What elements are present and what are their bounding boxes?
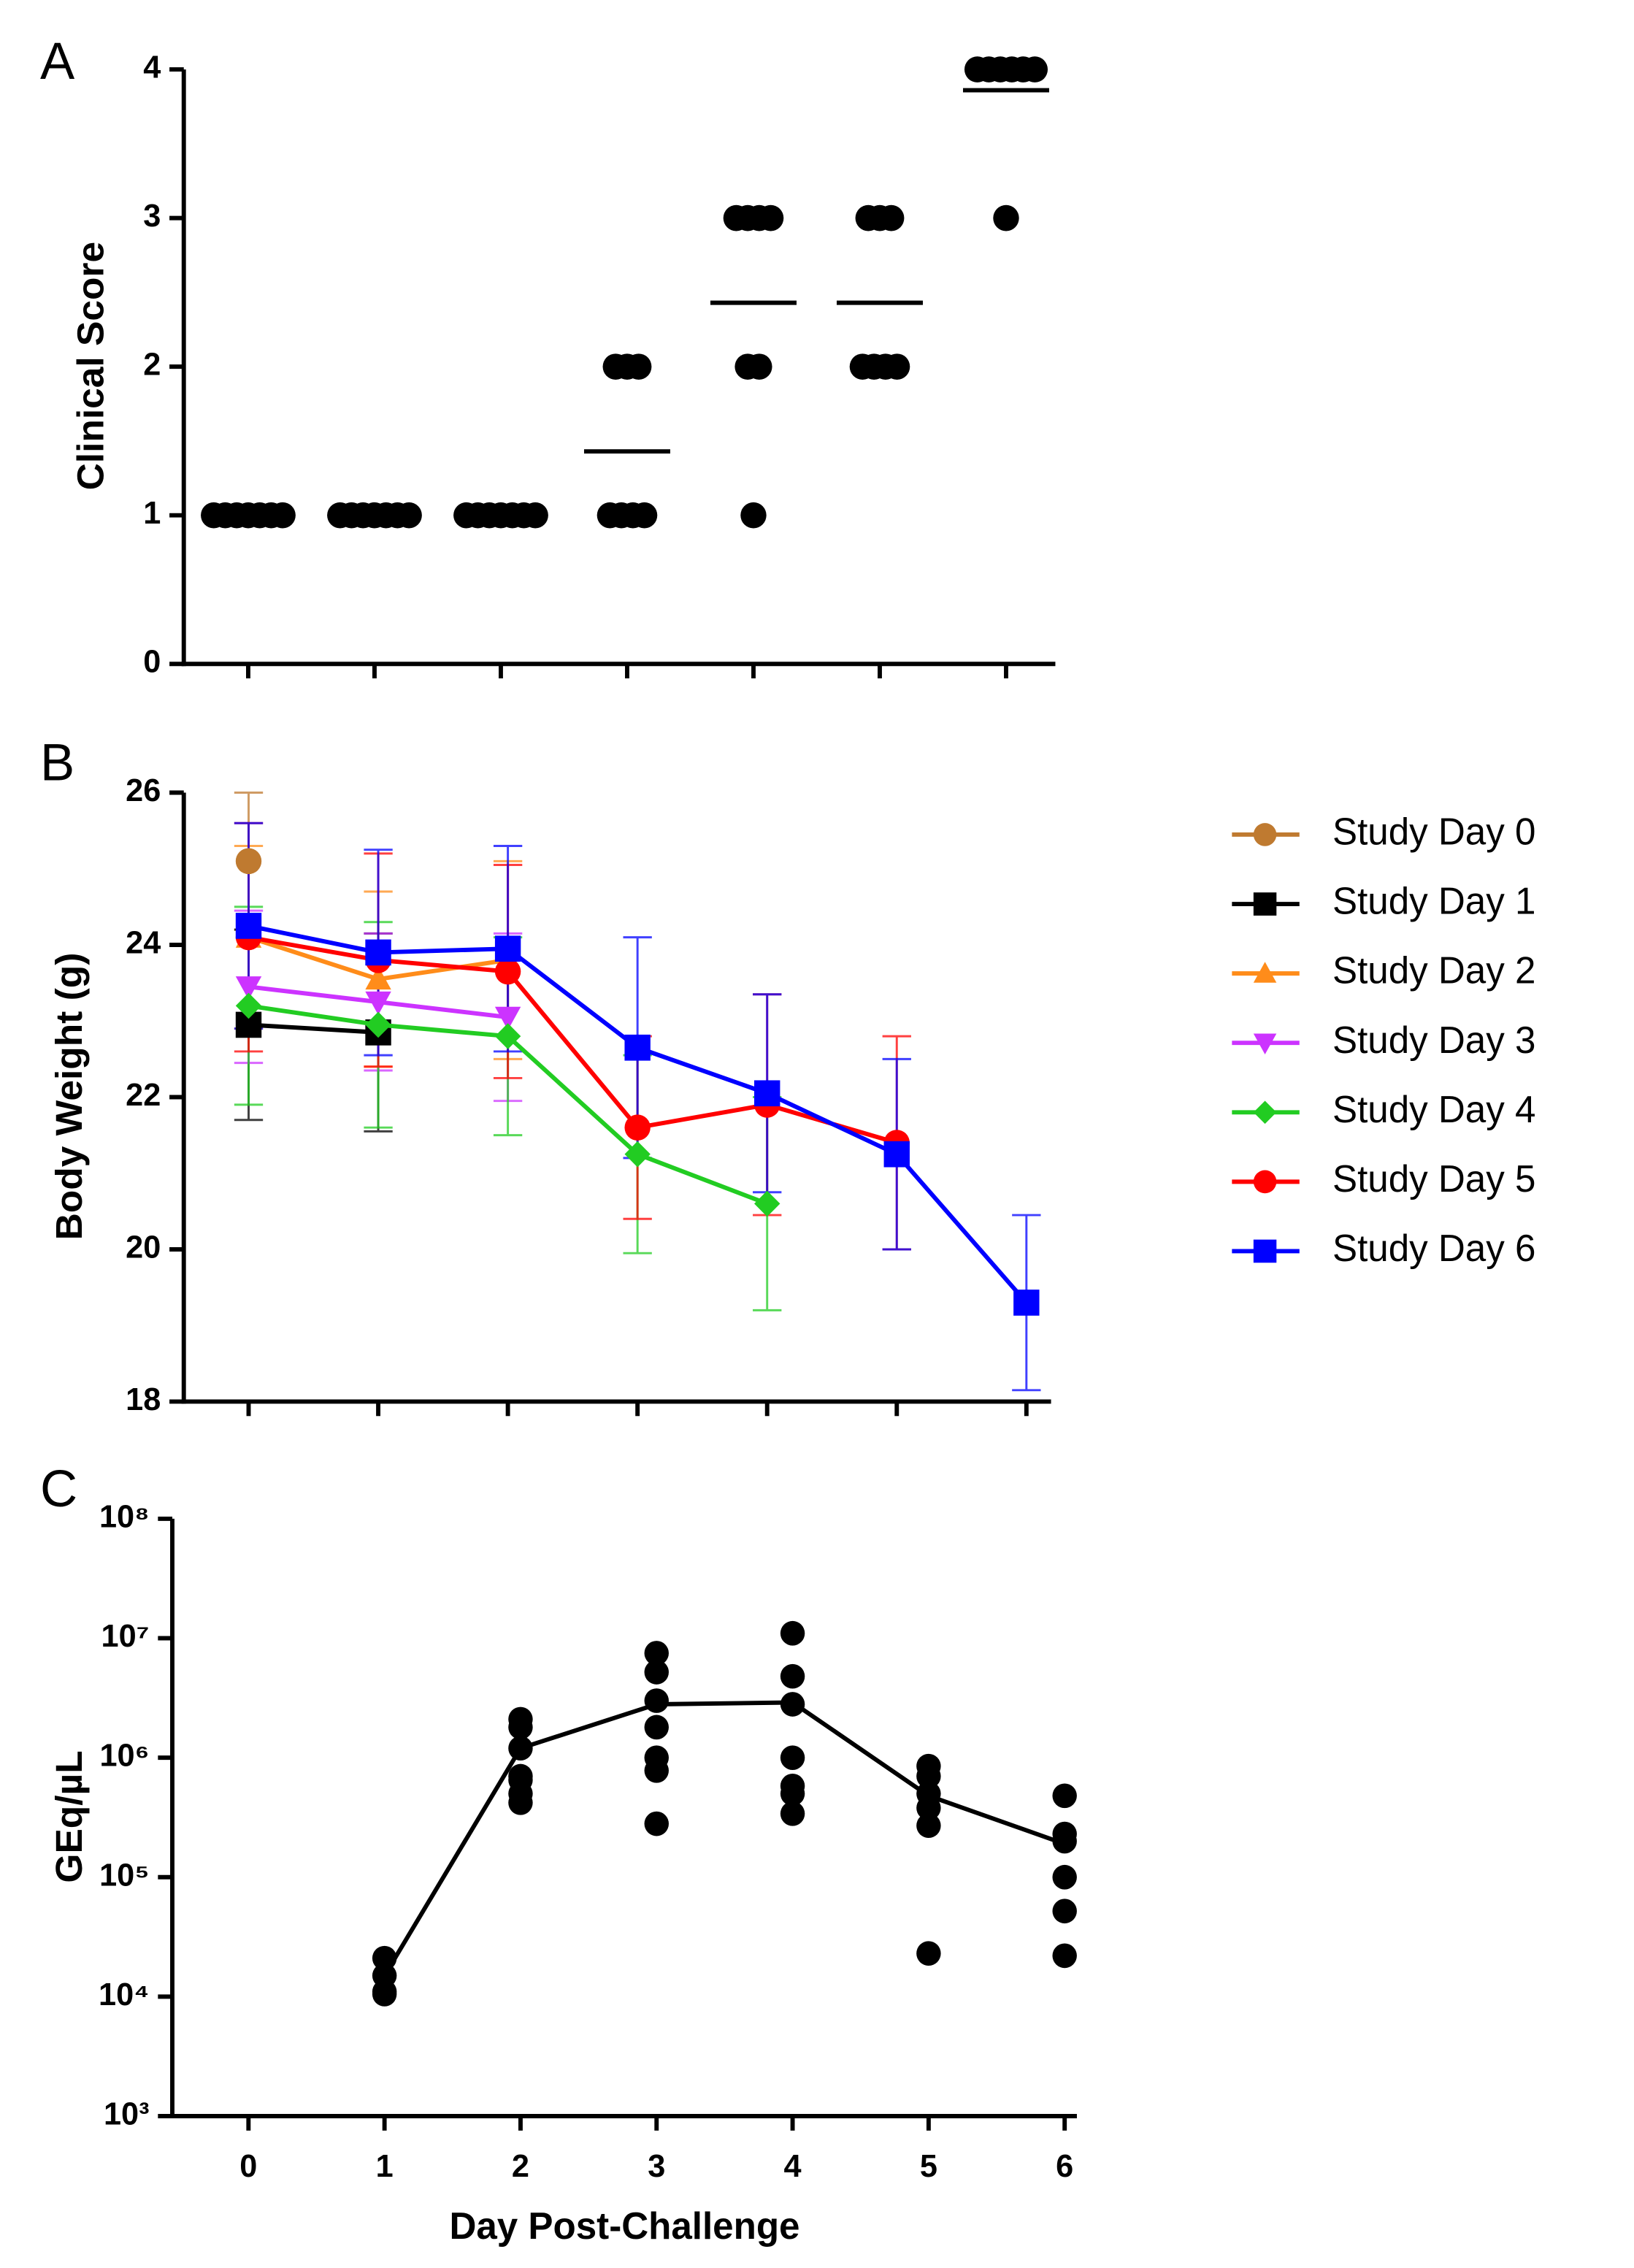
marker [365, 1011, 391, 1038]
marker [365, 991, 391, 1016]
data-point [1052, 1828, 1077, 1854]
legend-label: Study Day 5 [1332, 1158, 1535, 1200]
data-point [780, 1620, 805, 1646]
marker [1253, 962, 1277, 983]
y-tick-label: 10⁷ [101, 1619, 150, 1654]
marker [1253, 1170, 1277, 1194]
data-point [1021, 56, 1048, 83]
data-point [916, 1941, 941, 1966]
data-point [1052, 1943, 1077, 1969]
x-tick-label: 4 [784, 2149, 802, 2184]
legend-label: Study Day 4 [1332, 1089, 1535, 1130]
data-point [1052, 1864, 1077, 1890]
data-point [780, 1801, 805, 1826]
panel-label: C [40, 1460, 77, 1518]
x-tick-label: 6 [1056, 2149, 1073, 2184]
marker [624, 1141, 651, 1168]
data-point [780, 1745, 805, 1770]
marker [365, 966, 391, 990]
x-tick-label: 5 [920, 2149, 937, 2184]
marker [1013, 1290, 1040, 1316]
marker [624, 1034, 651, 1061]
y-tick-label: 20 [126, 1230, 161, 1265]
data-point [1052, 1899, 1077, 1924]
marker [494, 1023, 521, 1049]
y-tick-label: 18 [126, 1382, 161, 1417]
x-tick-label: 2 [512, 2149, 529, 2184]
legend-label: Study Day 0 [1332, 811, 1535, 852]
marker [1253, 1033, 1277, 1055]
data-point [780, 1663, 805, 1689]
y-tick-label: 3 [143, 199, 161, 234]
marker [235, 992, 262, 1019]
marker [235, 976, 262, 1000]
data-point [644, 1715, 669, 1740]
data-point [508, 1790, 533, 1815]
x-tick-label: 1 [376, 2149, 394, 2184]
marker [494, 1006, 521, 1030]
y-tick-label: 2 [143, 348, 161, 383]
y-tick-label: 1 [143, 496, 161, 531]
y-axis-title: GEq/µL [48, 1750, 90, 1882]
data-point [631, 502, 658, 529]
y-tick-label: 26 [126, 773, 161, 808]
data-point [916, 1813, 941, 1839]
legend-label: Study Day 6 [1332, 1227, 1535, 1269]
data-point [780, 1781, 805, 1807]
x-axis-title: Day Post-Challenge [449, 2205, 799, 2247]
marker [624, 1114, 651, 1141]
y-tick-label: 24 [126, 925, 161, 960]
x-tick-label: 0 [239, 2149, 257, 2184]
panel-label: A [40, 33, 75, 91]
marker [1253, 823, 1277, 846]
legend-label: Study Day 1 [1332, 880, 1535, 922]
y-axis-title: Clinical Score [69, 242, 111, 491]
data-point [508, 1715, 533, 1740]
series-line [248, 935, 898, 1145]
y-tick-label: 10³ [104, 2096, 150, 2131]
marker [494, 935, 521, 962]
data-point [757, 204, 784, 231]
marker [365, 939, 391, 966]
marker [754, 1080, 780, 1107]
panel-label: B [40, 734, 74, 792]
mean-line [383, 1700, 1066, 1977]
y-tick-label: 22 [126, 1078, 161, 1113]
x-tick-label: 3 [648, 2149, 665, 2184]
data-point [1052, 1783, 1077, 1809]
data-point [626, 353, 652, 380]
y-tick-label: 10⁶ [99, 1739, 149, 1774]
marker [754, 1190, 780, 1217]
data-point [372, 1982, 397, 2007]
data-point [746, 353, 772, 380]
series-line [248, 1022, 379, 1035]
marker [1253, 1239, 1277, 1263]
data-point [916, 1796, 941, 1820]
data-point [644, 1641, 669, 1666]
marker [1253, 892, 1277, 916]
data-point [644, 1660, 669, 1685]
marker [883, 1141, 910, 1168]
data-point [644, 1811, 669, 1836]
y-tick-label: 10⁵ [99, 1858, 149, 1893]
y-tick-label: 4 [143, 50, 161, 85]
data-point [993, 204, 1019, 231]
marker [1253, 1100, 1277, 1125]
data-point [916, 1763, 941, 1789]
data-point [883, 353, 910, 380]
data-point [878, 204, 905, 231]
data-point [740, 502, 767, 529]
legend-label: Study Day 3 [1332, 1019, 1535, 1061]
legend-label: Study Day 2 [1332, 950, 1535, 992]
y-tick-label: 0 [143, 645, 161, 680]
marker [235, 913, 262, 939]
marker [235, 848, 262, 875]
marker [494, 958, 521, 985]
y-tick-label: 10⁴ [99, 1977, 150, 2012]
data-point [644, 1758, 669, 1783]
y-tick-label: 10⁸ [99, 1499, 150, 1534]
y-axis-title: Body Weight (g) [48, 953, 90, 1241]
